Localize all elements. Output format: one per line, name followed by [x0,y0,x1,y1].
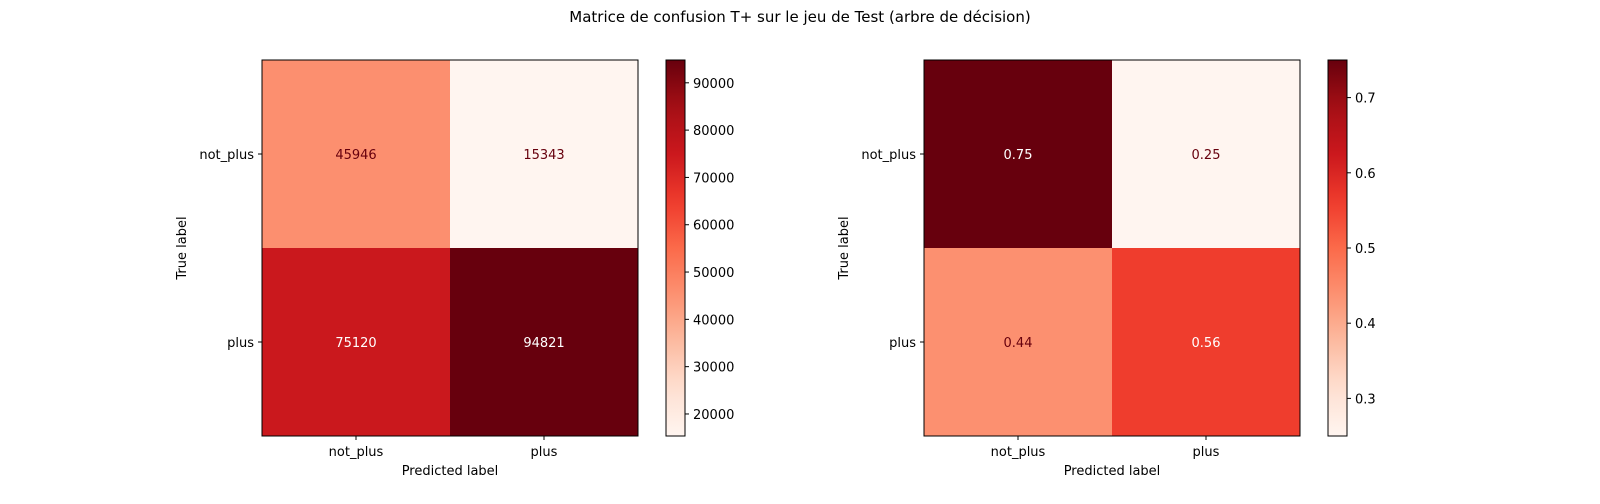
matrix-cell [450,248,639,437]
matrix-cell [924,60,1113,249]
colorbar-tick-label: 60000 [693,219,734,234]
colorbar-tick-label: 0.7 [1355,92,1376,107]
figure-title: Matrice de confusion T+ sur le jeu de Te… [569,8,1031,26]
cell-value-label: 0.75 [1004,148,1033,163]
cell-value-label: 0.25 [1192,148,1221,163]
cell-value-label: 15343 [523,148,564,163]
colorbar [1327,59,1348,437]
colorbar-tick-label: 0.3 [1355,392,1376,407]
cell-value-label: 75120 [335,336,376,351]
cell-value-label: 0.44 [1004,336,1033,351]
cell-value-label: 0.56 [1192,336,1221,351]
matrix-cell [924,248,1113,437]
colorbar-tick-label: 0.4 [1355,317,1376,332]
colorbar-tick-label: 80000 [693,124,734,139]
x-tick-label: plus [1193,445,1220,460]
plot-frame [261,59,639,437]
matrix-cell [1112,248,1301,437]
colorbar-tick-label: 0.5 [1355,242,1376,257]
colorbar-tick-label: 90000 [693,77,734,92]
plot-frame [923,59,1301,437]
x-tick-label: not_plus [991,445,1046,460]
colorbar [665,59,686,437]
matrix-cell [450,60,639,249]
y-tick-label: plus [227,336,254,351]
y-tick-label: plus [889,336,916,351]
matrix-cell [262,248,451,437]
matrix-cell [1112,60,1301,249]
cell-value-label: 45946 [335,148,376,163]
colorbar-tick-label: 30000 [693,361,734,376]
colorbar-tick-label: 70000 [693,171,734,186]
x-tick-label: not_plus [329,445,384,460]
matrix-cell [262,60,451,249]
colorbar-tick-label: 0.6 [1355,167,1376,182]
y-tick-label: not_plus [199,148,254,163]
colorbar-tick-label: 50000 [693,266,734,281]
colorbar-tick-label: 20000 [693,408,734,423]
x-axis-label: Predicted label [1064,464,1161,479]
y-axis-label: True label [837,216,852,280]
cell-value-label: 94821 [523,336,564,351]
x-tick-label: plus [531,445,558,460]
y-axis-label: True label [175,216,190,280]
colorbar-tick-label: 40000 [693,313,734,328]
y-tick-label: not_plus [861,148,916,163]
x-axis-label: Predicted label [402,464,499,479]
